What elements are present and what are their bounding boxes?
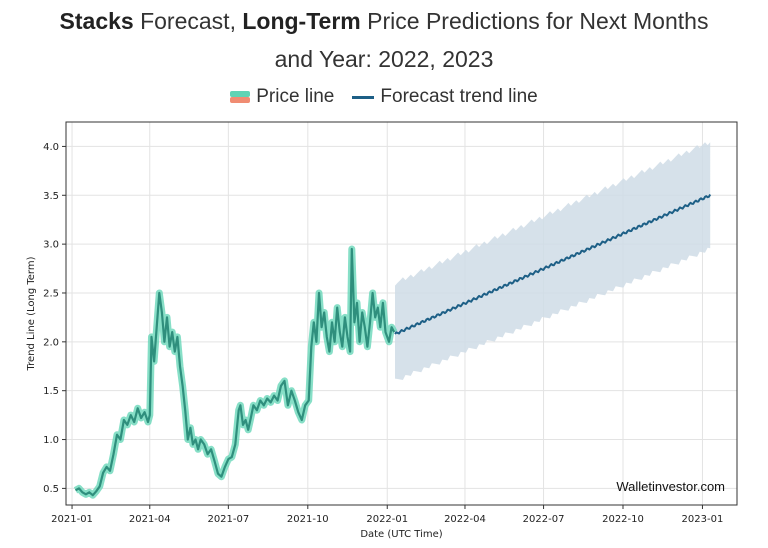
series-lines bbox=[73, 194, 712, 499]
title-text-rest: Price Predictions for Next Months bbox=[360, 8, 709, 34]
y-tick-label: 1.5 bbox=[43, 386, 59, 397]
y-tick-label: 3.0 bbox=[43, 240, 59, 251]
y-tick-label: 1.0 bbox=[43, 435, 59, 446]
chart-legend: Price line Forecast trend line bbox=[0, 86, 768, 108]
price-line bbox=[74, 247, 396, 497]
x-tick-label: 2022-01 bbox=[366, 514, 408, 525]
chart-title: Stacks Forecast, Long-Term Price Predict… bbox=[0, 2, 768, 78]
legend-item-forecast: Forecast trend line bbox=[352, 86, 538, 108]
x-tick-label: 2021-10 bbox=[287, 514, 329, 525]
legend-item-price: Price line bbox=[230, 86, 334, 108]
legend-forecast-label: Forecast trend line bbox=[380, 86, 538, 107]
x-tick-label: 2022-07 bbox=[523, 514, 565, 525]
price-band-line bbox=[73, 245, 398, 499]
x-tick-label: 2021-01 bbox=[51, 514, 93, 525]
plot-frame bbox=[65, 121, 738, 506]
x-axis-label: Date (UTC Time) bbox=[360, 529, 442, 540]
legend-price-label: Price line bbox=[256, 86, 335, 107]
title-line-2: and Year: 2022, 2023 bbox=[274, 46, 494, 72]
y-axis-ticks: 0.5 1.0 1.5 2.0 2.5 3.0 3.5 4.0 bbox=[43, 142, 66, 495]
title-line-1: Stacks Forecast, Long-Term Price Predict… bbox=[0, 2, 768, 40]
forecast-band-group bbox=[395, 142, 711, 380]
forecast-confidence-band bbox=[395, 142, 711, 380]
y-tick-label: 3.5 bbox=[43, 191, 59, 202]
y-tick-label: 0.5 bbox=[43, 484, 59, 495]
y-tick-label: 2.5 bbox=[43, 288, 59, 299]
price-line-swatch-icon bbox=[230, 91, 251, 103]
x-tick-label: 2023-01 bbox=[682, 514, 724, 525]
x-tick-label: 2021-04 bbox=[129, 514, 171, 525]
y-tick-label: 2.0 bbox=[43, 337, 59, 348]
forecast-trend-line bbox=[394, 194, 712, 335]
title-bold-long-term: Long-Term bbox=[242, 8, 361, 34]
y-axis-label: Trend Line (Long Term) bbox=[26, 256, 37, 371]
x-tick-label: 2021-07 bbox=[207, 514, 249, 525]
title-bold-stacks: Stacks bbox=[59, 8, 134, 34]
watermark: Walletinvestor.com bbox=[616, 479, 725, 494]
y-tick-label: 4.0 bbox=[43, 142, 59, 153]
forecast-line-swatch-icon bbox=[352, 95, 375, 99]
x-axis-ticks: 2021-01 2021-04 2021-07 2021-10 2022-01 2022-… bbox=[51, 505, 723, 525]
grid-lines bbox=[66, 122, 737, 505]
title-text-forecast: Forecast, bbox=[133, 8, 243, 34]
x-tick-label: 2022-10 bbox=[602, 514, 644, 525]
x-tick-label: 2022-04 bbox=[444, 514, 486, 525]
